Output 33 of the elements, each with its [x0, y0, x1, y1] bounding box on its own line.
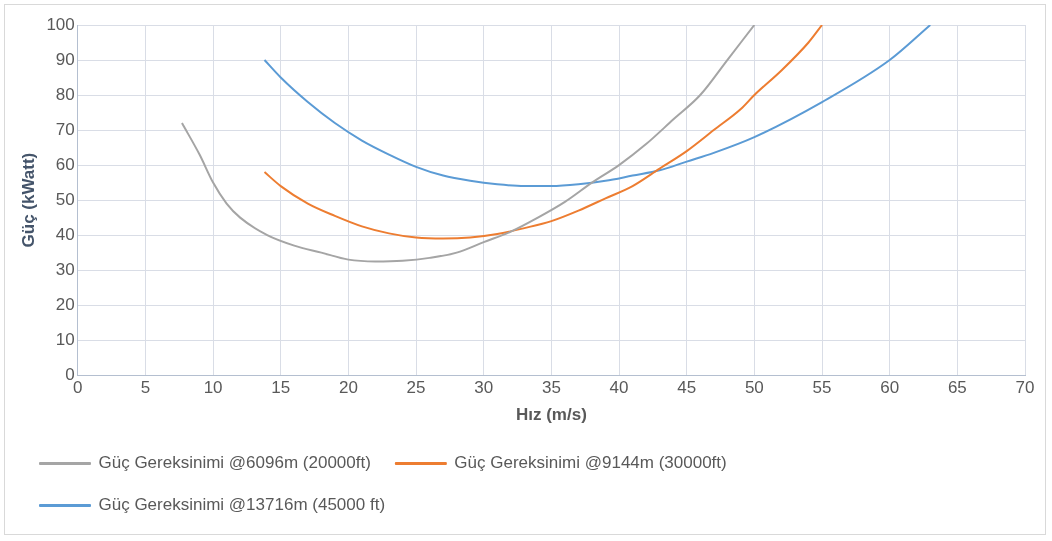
x-tick-label: 5 [140, 378, 151, 398]
x-tick-label: 50 [744, 378, 764, 398]
y-tick-label: 10 [55, 329, 75, 349]
x-tick-label: 15 [271, 378, 291, 398]
line-series [263, 25, 824, 240]
y-tick-label: 100 [46, 14, 75, 34]
x-tick-label: 35 [541, 378, 561, 398]
x-tick-label: 45 [677, 378, 697, 398]
y-tick-label: 20 [55, 294, 75, 314]
y-tick-label: 70 [55, 119, 75, 139]
legend-label: Güç Gereksinimi @9144m (30000ft) [454, 453, 727, 473]
line-series [180, 25, 756, 263]
y-tick-label: 90 [55, 49, 75, 69]
line-series [263, 25, 932, 188]
x-axis-title: Hız (m/s) [515, 405, 587, 425]
x-tick-label: 70 [1015, 378, 1035, 398]
x-tick-label: 40 [609, 378, 629, 398]
y-tick-label: 30 [55, 259, 75, 279]
y-tick-label: 0 [65, 364, 75, 384]
x-tick-label: 25 [406, 378, 426, 398]
legend-label: Güç Gereksinimi @13716m (45000 ft) [98, 495, 386, 515]
y-tick-label: 40 [55, 224, 75, 244]
x-tick-label: 60 [880, 378, 900, 398]
y-tick-label: 50 [55, 189, 75, 209]
x-tick-label: 10 [203, 378, 223, 398]
x-tick-label: 55 [812, 378, 832, 398]
y-axis-title: Güç (kWatt) [18, 152, 38, 248]
x-tick-label: 20 [338, 378, 358, 398]
x-tick-label: 30 [474, 378, 494, 398]
x-tick-label: 65 [947, 378, 967, 398]
legend-label: Güç Gereksinimi @6096m (20000ft) [98, 453, 371, 473]
y-tick-label: 60 [55, 154, 75, 174]
y-tick-label: 80 [55, 84, 75, 104]
